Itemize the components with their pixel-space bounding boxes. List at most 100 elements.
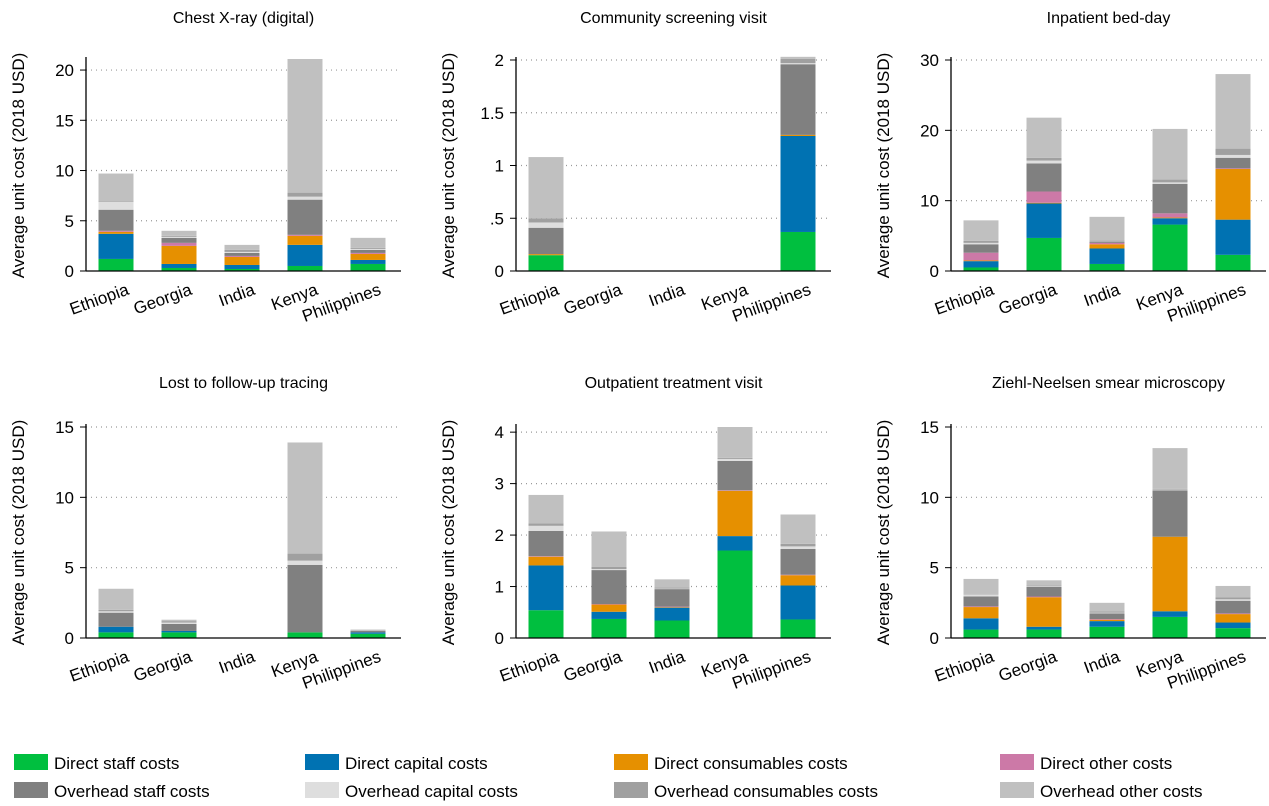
y-tick-label: 30 bbox=[920, 51, 939, 70]
bar-segment bbox=[1215, 157, 1251, 169]
bar-segment bbox=[1089, 240, 1125, 241]
bar-segment bbox=[287, 632, 323, 638]
legend-swatch bbox=[305, 782, 339, 798]
legend-label: Overhead consumables costs bbox=[654, 782, 878, 801]
bar-segment bbox=[963, 220, 999, 241]
bar-segment bbox=[98, 626, 134, 633]
bar-segment bbox=[591, 531, 627, 567]
bar-segment bbox=[1026, 117, 1062, 158]
bar-segment bbox=[963, 267, 999, 271]
legend: Direct staff costs Direct capital costs Di… bbox=[14, 754, 1203, 801]
bar-segment bbox=[1152, 224, 1188, 271]
bar-segment bbox=[1152, 182, 1188, 184]
panel-title: Chest X-ray (digital) bbox=[173, 10, 314, 27]
bar-segment bbox=[1026, 203, 1062, 238]
bar-segment bbox=[1089, 619, 1125, 622]
bar-segment bbox=[1089, 248, 1125, 264]
bar-segment bbox=[1089, 621, 1125, 627]
bar-segment bbox=[1026, 596, 1062, 598]
bar-segment bbox=[1215, 74, 1251, 149]
bar-segment bbox=[1026, 202, 1062, 204]
bar-segment bbox=[1089, 619, 1125, 620]
bar-segment bbox=[528, 254, 564, 256]
bar-segment bbox=[1089, 612, 1125, 614]
bar-segment bbox=[1152, 217, 1188, 219]
bar-segment bbox=[654, 607, 690, 621]
bar-segment bbox=[161, 230, 197, 236]
bar-segment bbox=[161, 236, 197, 238]
chart-panel-3: Inpatient bed-day Average unit cost (2018… bbox=[874, 10, 1266, 326]
y-axis-label: Average unit cost (2018 USD) bbox=[874, 420, 893, 646]
y-tick-label: 20 bbox=[55, 61, 74, 80]
bar-segment bbox=[591, 611, 627, 619]
bar-segment bbox=[963, 606, 999, 608]
bar-segment bbox=[350, 248, 386, 250]
chart-panel-2: Community screening visit Average unit co… bbox=[439, 10, 831, 326]
x-tick-label: Georgia bbox=[996, 280, 1060, 319]
y-tick-label: 5 bbox=[65, 212, 74, 231]
bar-segment bbox=[161, 619, 197, 622]
x-tick-label: Ethiopia bbox=[497, 280, 562, 319]
bar-segment bbox=[1152, 179, 1188, 183]
bar-segment bbox=[591, 566, 627, 570]
legend-label: Direct staff costs bbox=[54, 754, 179, 773]
legend-label: Overhead capital costs bbox=[345, 782, 518, 801]
y-tick-label: 0 bbox=[495, 262, 504, 281]
bar-segment bbox=[350, 259, 386, 264]
bar-segment bbox=[1026, 237, 1062, 271]
x-tick-label: Georgia bbox=[561, 647, 625, 686]
bar-segment bbox=[1152, 490, 1188, 537]
bar-segment bbox=[780, 231, 816, 271]
bar-segment bbox=[1215, 148, 1251, 155]
bar-segment bbox=[1215, 168, 1251, 170]
x-tick-label: India bbox=[216, 280, 258, 311]
legend-label: Overhead other costs bbox=[1040, 782, 1203, 801]
legend-swatch bbox=[1000, 754, 1034, 770]
bar-segment bbox=[591, 618, 627, 638]
y-tick-label: 2 bbox=[495, 526, 504, 545]
bar-segment bbox=[224, 268, 260, 271]
bar-segment bbox=[1089, 241, 1125, 243]
bar-segment bbox=[717, 427, 753, 458]
bar-segment bbox=[161, 267, 197, 271]
x-tick-label: India bbox=[646, 647, 688, 678]
bar-segment bbox=[287, 553, 323, 561]
bar-segment bbox=[224, 252, 260, 256]
bar-segment bbox=[1152, 489, 1188, 491]
bar-segment bbox=[98, 231, 134, 234]
bar-segment bbox=[528, 556, 564, 557]
bar-segment bbox=[161, 621, 197, 623]
bar-segment bbox=[780, 58, 816, 64]
y-tick-label: 4 bbox=[495, 423, 504, 442]
y-tick-label: 15 bbox=[55, 418, 74, 437]
panel-title: Community screening visit bbox=[580, 10, 767, 27]
bar-segment bbox=[963, 593, 999, 595]
legend-swatch bbox=[305, 754, 339, 770]
bar-segment bbox=[780, 574, 816, 576]
bar-segment bbox=[161, 242, 197, 246]
x-tick-label: Ethiopia bbox=[497, 647, 562, 686]
bar-segment bbox=[224, 256, 260, 265]
y-tick-label: 0 bbox=[930, 262, 939, 281]
bar-segment bbox=[591, 569, 627, 571]
bar-segment bbox=[287, 564, 323, 633]
bar-segment bbox=[98, 609, 134, 612]
x-tick-label: Ethiopia bbox=[67, 647, 132, 686]
bar-segment bbox=[1026, 585, 1062, 587]
bar-segment bbox=[350, 252, 386, 254]
bar-segment bbox=[287, 442, 323, 554]
bar-segment bbox=[528, 255, 564, 271]
bar-segment bbox=[780, 64, 816, 135]
bar-segment bbox=[161, 630, 197, 633]
bar-segment bbox=[528, 157, 564, 219]
y-tick-label: 10 bbox=[55, 488, 74, 507]
y-tick-label: 1 bbox=[495, 578, 504, 597]
bar-segment bbox=[1026, 191, 1062, 203]
y-tick-label: 15 bbox=[55, 111, 74, 130]
bar-segment bbox=[780, 63, 816, 65]
bar-segment bbox=[1215, 600, 1251, 614]
y-tick-label: 5 bbox=[65, 559, 74, 578]
bar-segment bbox=[287, 192, 323, 197]
y-axis-label: Average unit cost (2018 USD) bbox=[439, 420, 458, 646]
